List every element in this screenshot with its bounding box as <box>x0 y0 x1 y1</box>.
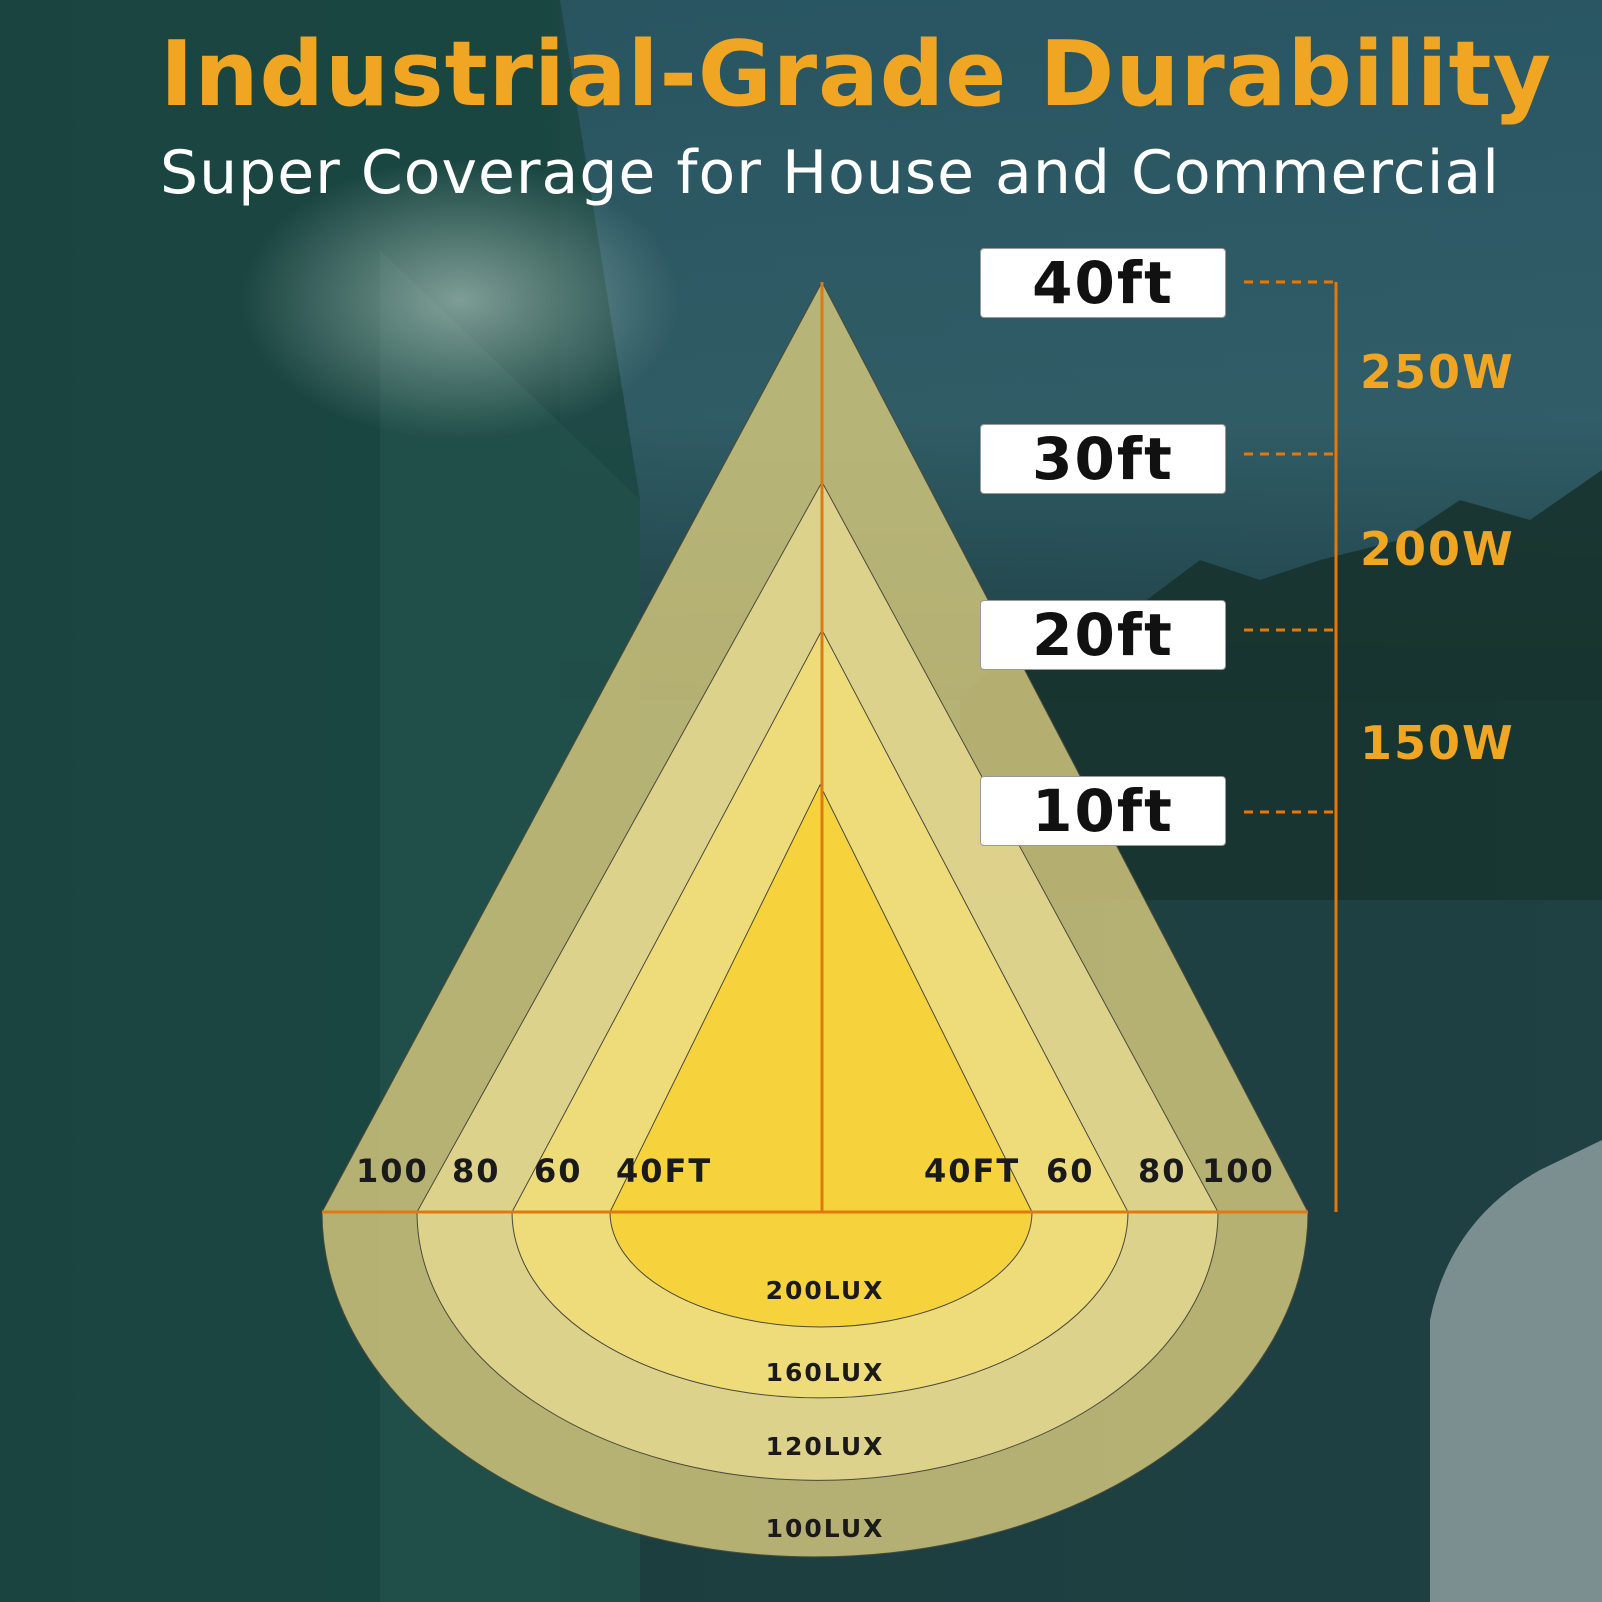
wattage-label-150w: 150W <box>1360 716 1515 770</box>
height-label-10ft: 10ft <box>980 776 1226 846</box>
page-title: Industrial-Grade Durability <box>160 22 1553 127</box>
distance-label-left-40ft: 40FT <box>616 1152 713 1190</box>
height-label-30ft: 30ft <box>980 424 1226 494</box>
height-label-20ft: 20ft <box>980 600 1226 670</box>
distance-label-right-40ft: 40FT <box>924 1152 1021 1190</box>
parked-vehicle <box>1430 1140 1602 1602</box>
height-label-40ft: 40ft <box>980 248 1226 318</box>
page-subtitle: Super Coverage for House and Commercial <box>160 138 1500 208</box>
lux-label-100: 100LUX <box>765 1514 885 1543</box>
wattage-label-200w: 200W <box>1360 522 1515 576</box>
lux-label-120: 120LUX <box>765 1432 885 1461</box>
distance-label-right-100: 100 <box>1202 1152 1275 1190</box>
lamp-glow <box>240 160 680 440</box>
distance-label-right-80: 80 <box>1138 1152 1187 1190</box>
distance-label-right-60: 60 <box>1046 1152 1095 1190</box>
distance-label-left-80: 80 <box>452 1152 501 1190</box>
distance-label-left-100: 100 <box>356 1152 429 1190</box>
lux-label-200: 200LUX <box>765 1276 885 1305</box>
distance-label-left-60: 60 <box>534 1152 583 1190</box>
lux-label-160: 160LUX <box>765 1358 885 1387</box>
wattage-label-250w: 250W <box>1360 345 1515 399</box>
